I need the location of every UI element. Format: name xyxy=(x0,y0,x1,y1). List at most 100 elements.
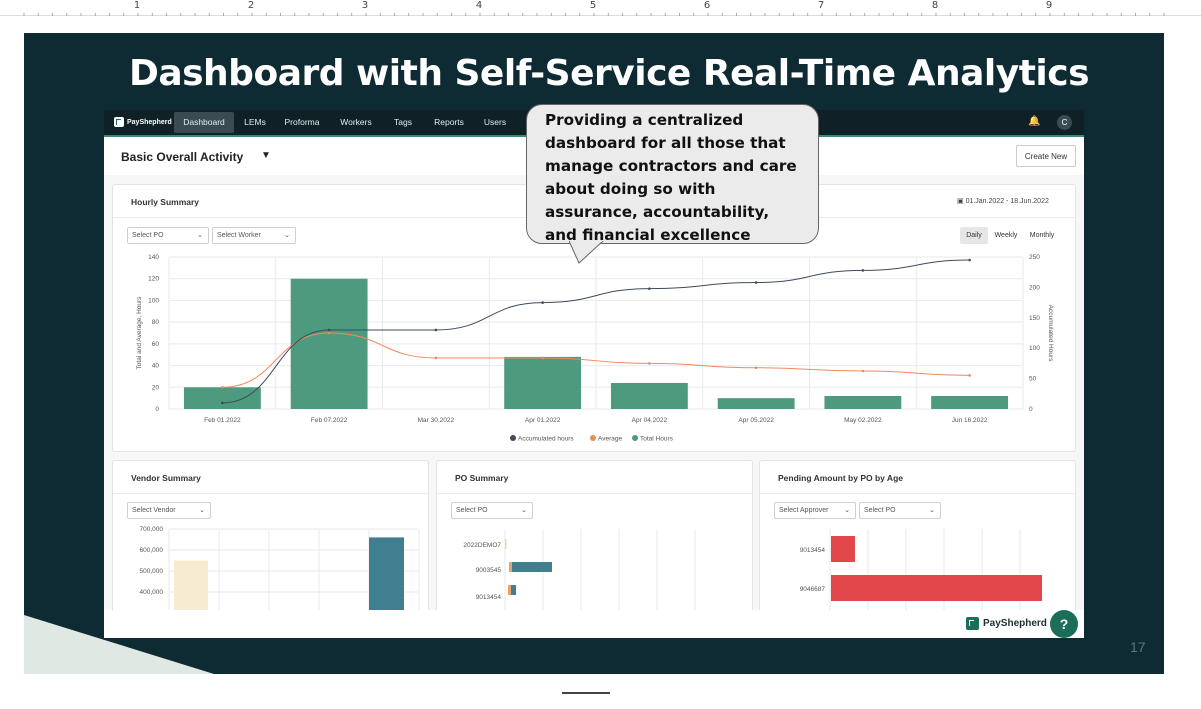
x-tick-label: Apr 01.2022 xyxy=(525,417,561,424)
vendor-chart: 700,000 600,000 500,000 400,000 xyxy=(140,526,420,619)
y-tick-label: 9003545 xyxy=(476,567,502,574)
select-po-label: Select PO xyxy=(864,507,896,514)
bar-total-hours xyxy=(610,382,688,409)
ruler-number: 9 xyxy=(1046,0,1052,11)
x-tick-label: Apr 04.2022 xyxy=(632,417,668,424)
chevron-down-icon: ⌄ xyxy=(284,232,290,239)
point-accumulated xyxy=(861,269,865,272)
brand-logo[interactable]: PayShepherd xyxy=(114,117,172,127)
point-accumulated xyxy=(968,258,971,262)
legend-label: Average xyxy=(598,436,622,443)
ruler-number: 3 xyxy=(362,0,368,11)
ruler-ticks: 1 2 3 4 5 6 7 8 9 xyxy=(23,0,1165,16)
ruler-number: 8 xyxy=(932,0,938,11)
view-title[interactable]: Basic Overall Activity xyxy=(121,150,244,164)
ruler-number: 6 xyxy=(704,0,710,11)
bar-total-hours xyxy=(717,398,795,409)
pending-bar xyxy=(831,536,855,562)
footer-logo: PayShepherd xyxy=(966,617,1047,630)
y-tick-label: 9013454 xyxy=(800,547,826,554)
slide-page-number: 17 xyxy=(1130,639,1146,655)
select-worker-dropdown[interactable]: Select Worker ⌄ xyxy=(212,227,296,244)
select-approver-dropdown[interactable]: Select Approver ⌄ xyxy=(774,502,856,519)
select-vendor-dropdown[interactable]: Select Vendor ⌄ xyxy=(127,502,211,519)
pending-chart: 9013454 9046687 xyxy=(800,529,1042,619)
point-average xyxy=(434,356,438,360)
select-vendor-label: Select Vendor xyxy=(132,507,176,514)
vendor-bar xyxy=(369,537,404,619)
vendor-bar xyxy=(174,560,208,619)
select-po-dropdown[interactable]: Select PO ⌄ xyxy=(859,502,941,519)
nav-item-proforma[interactable]: Proforma xyxy=(284,117,320,127)
nav-item-users[interactable]: Users xyxy=(483,117,507,127)
app-footer: PayShepherd ? xyxy=(104,610,1084,638)
period-daily[interactable]: Daily xyxy=(960,227,988,244)
y-tick-label: 700,000 xyxy=(140,526,164,533)
select-po-label: Select PO xyxy=(132,232,164,239)
bell-icon[interactable]: 🔔 xyxy=(1028,116,1041,127)
y-tick-label: 2022DEMO7 xyxy=(463,542,501,549)
y2-axis-label: Accumulated Hours xyxy=(1047,305,1054,362)
y-tick-label: 100 xyxy=(148,297,159,304)
po-bar xyxy=(505,539,507,549)
point-average xyxy=(968,374,971,377)
po-bar xyxy=(512,562,552,572)
card-divider xyxy=(760,493,1075,494)
chevron-down-icon: ⌄ xyxy=(929,507,935,514)
y-tick-label: 120 xyxy=(148,276,159,283)
nav-item-tags[interactable]: Tags xyxy=(394,117,412,127)
calendar-icon: ▣ xyxy=(957,198,966,205)
point-accumulated xyxy=(327,328,331,332)
ruler-number: 5 xyxy=(590,0,596,11)
caret-down-icon[interactable]: ▼ xyxy=(261,150,271,161)
period-weekly[interactable]: Weekly xyxy=(994,232,1018,239)
select-po-dropdown[interactable]: Select PO ⌄ xyxy=(127,227,209,244)
pending-amount-card: Pending Amount by PO by Age Select Appro… xyxy=(759,460,1076,620)
bar-total-hours xyxy=(931,395,1009,409)
chevron-down-icon: ⌄ xyxy=(521,507,527,514)
y-tick-label: 60 xyxy=(152,341,160,348)
create-new-button[interactable]: Create New xyxy=(1016,145,1076,167)
y-tick-label: 80 xyxy=(152,319,160,326)
legend-label: Total Hours xyxy=(640,436,674,443)
bar-total-hours xyxy=(824,395,902,409)
y-axis-label: Total and Average, Hours xyxy=(136,296,143,370)
point-accumulated xyxy=(541,301,544,304)
nav-item-reports[interactable]: Reports xyxy=(434,117,464,127)
x-tick-label: Mar 30.2022 xyxy=(418,417,455,424)
point-average xyxy=(327,331,331,335)
x-tick-label: Apr 05.2022 xyxy=(738,417,774,424)
y-tick-label: 0 xyxy=(155,406,159,413)
legend-dot xyxy=(510,435,516,441)
legend-dot xyxy=(590,435,596,441)
help-button[interactable]: ? xyxy=(1050,610,1078,638)
slide: Dashboard with Self-Service Real-Time An… xyxy=(24,33,1164,674)
point-accumulated xyxy=(648,287,651,290)
ruler-number: 1 xyxy=(134,0,140,11)
logo-icon xyxy=(966,617,979,630)
po-summary-title: PO Summary xyxy=(455,473,509,483)
x-tick-label: Feb 07.2022 xyxy=(311,417,348,424)
y2-tick-label: 100 xyxy=(1029,345,1040,352)
x-tick-label: May 02.2022 xyxy=(844,417,882,424)
card-divider xyxy=(113,493,428,494)
y-tick-label: 40 xyxy=(152,363,160,370)
x-tick-label: Feb 01.2022 xyxy=(204,417,241,424)
nav-item-workers[interactable]: Workers xyxy=(340,117,372,127)
date-range[interactable]: ▣ 01.Jan.2022 - 18.Jun.2022 xyxy=(957,197,1049,205)
y-tick-label: 600,000 xyxy=(140,547,164,554)
select-po-dropdown[interactable]: Select PO ⌄ xyxy=(451,502,533,519)
nav-item-dashboard[interactable]: Dashboard xyxy=(174,112,234,133)
y2-tick-label: 150 xyxy=(1029,315,1040,322)
y-tick-label: 400,000 xyxy=(140,589,164,596)
callout-bubble: Providing a centralized dashboard for al… xyxy=(526,104,819,244)
avatar[interactable]: C xyxy=(1057,115,1072,130)
nav-item-lems[interactable]: LEMs xyxy=(244,117,266,127)
pending-amount-title: Pending Amount by PO by Age xyxy=(778,473,903,483)
point-accumulated xyxy=(221,401,224,405)
footer-brand: PayShepherd xyxy=(983,618,1047,629)
period-monthly[interactable]: Monthly xyxy=(1029,232,1055,239)
point-average xyxy=(861,369,865,373)
chevron-down-icon: ⌄ xyxy=(844,507,850,514)
point-average xyxy=(541,356,544,360)
